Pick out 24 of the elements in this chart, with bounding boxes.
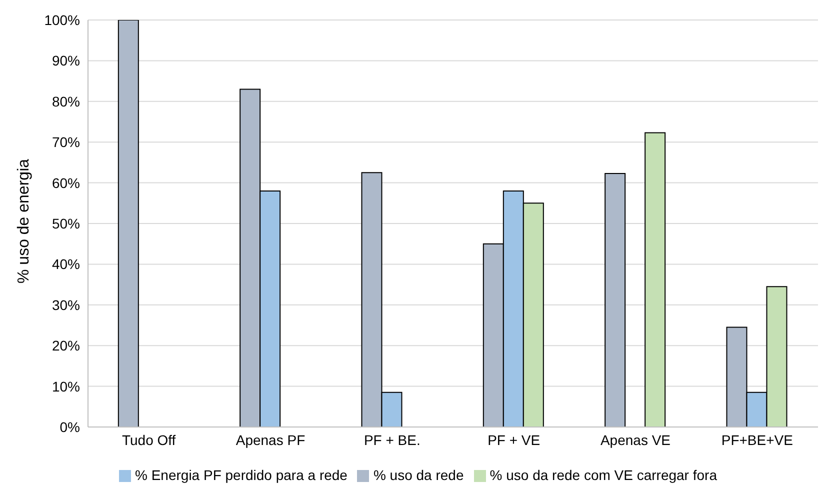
y-axis-title: % uso de energia	[16, 158, 33, 284]
y-tick-label: 90%	[52, 52, 80, 69]
y-tick-label: 30%	[52, 296, 80, 313]
x-tick-label: PF + BE.	[364, 432, 420, 448]
y-tick-label: 80%	[52, 93, 80, 110]
x-tick-label: PF + VE	[488, 432, 540, 448]
x-tick-label: Apenas VE	[600, 432, 671, 448]
bar	[118, 20, 139, 427]
legend-label: % Energia PF perdido para a rede	[135, 467, 348, 483]
y-tick-label: 10%	[52, 378, 80, 394]
legend-label: % uso da rede com VE carregar fora	[490, 467, 717, 483]
y-tick-label: 20%	[52, 338, 80, 354]
bar	[604, 172, 626, 427]
y-tick-label: 60%	[52, 174, 80, 191]
x-tick-label: PF+BE+VE	[721, 432, 793, 448]
legend-label: % uso da rede	[373, 467, 464, 483]
x-tick-label: Apenas PF	[236, 432, 306, 448]
y-tick-label: 0%	[60, 418, 80, 435]
y-tick-label: 50%	[52, 215, 80, 232]
y-tick-label: 100%	[44, 12, 80, 28]
y-tick-label: 40%	[52, 256, 80, 272]
y-tick-label: 70%	[52, 134, 80, 150]
x-tick-label: Tudo Off	[122, 432, 176, 448]
bar	[644, 132, 666, 427]
